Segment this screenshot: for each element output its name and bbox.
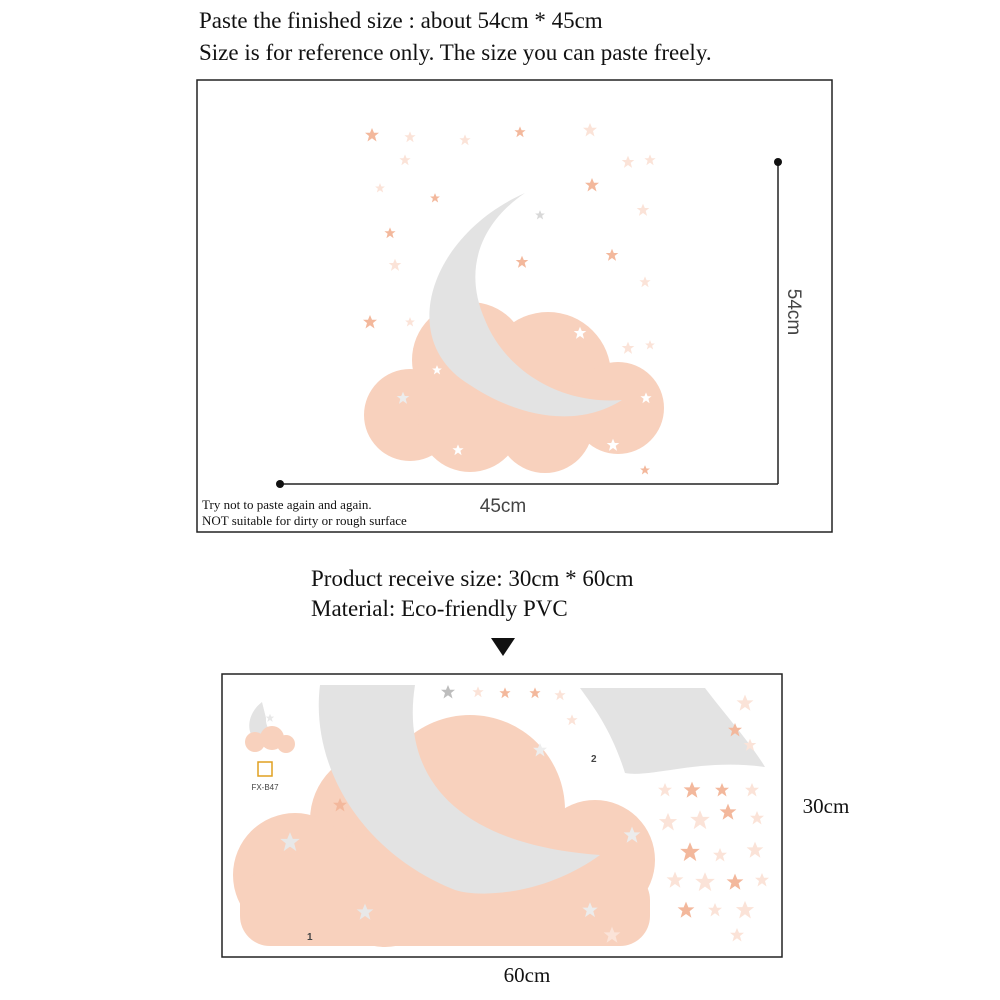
thumb-cloud xyxy=(277,735,295,753)
product-line: Material: Eco-friendly PVC xyxy=(311,596,568,621)
sheet-height-label: 30cm xyxy=(803,794,850,818)
moon-slice xyxy=(580,688,765,774)
sheet-code: FX-B47 xyxy=(251,783,279,792)
note: Try not to paste again and again. xyxy=(202,497,372,512)
line-dot xyxy=(276,480,284,488)
line-dot xyxy=(774,158,782,166)
note: NOT suitable for dirty or rough surface xyxy=(202,513,407,528)
preview-moon xyxy=(429,193,622,417)
down-arrow xyxy=(491,638,515,656)
thumb-cloud xyxy=(245,732,265,752)
sheet-art: FX-B47 1 2 xyxy=(233,685,765,947)
header-line: Size is for reference only. The size you… xyxy=(199,40,712,65)
cloud-bump xyxy=(572,362,664,454)
part-label: 2 xyxy=(591,754,597,765)
sheet-width-label: 60cm xyxy=(504,963,551,987)
width-label: 45cm xyxy=(480,496,526,517)
sheet-moon xyxy=(318,685,600,894)
height-label: 54cm xyxy=(783,289,804,335)
product-line: Product receive size: 30cm * 60cm xyxy=(311,566,634,591)
part-label: 1 xyxy=(307,932,313,943)
header-line: Paste the finished size : about 54cm * 4… xyxy=(199,8,603,33)
cloud-base xyxy=(240,870,650,946)
thumbnail: FX-B47 xyxy=(245,702,295,792)
brand-icon xyxy=(257,761,273,777)
preview-art xyxy=(364,193,664,473)
preview-frame xyxy=(196,79,833,533)
